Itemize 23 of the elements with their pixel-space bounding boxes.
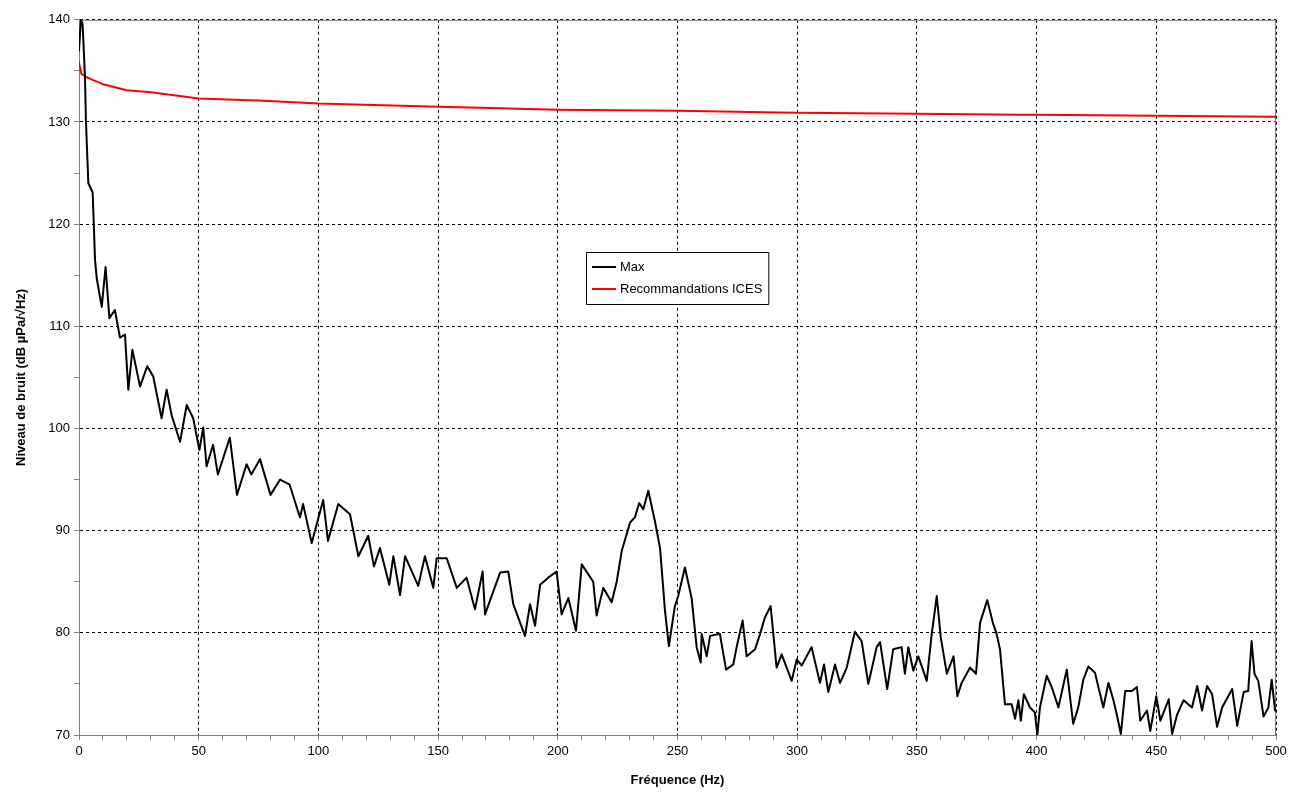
x-tick-label: 450	[1145, 743, 1168, 759]
x-tick-label: 500	[1265, 743, 1287, 759]
x-tick-label: 400	[1025, 743, 1048, 759]
x-tick-label: 50	[191, 743, 206, 759]
y-axis-title: Niveau de bruit (dB µPa/√Hz)	[13, 288, 29, 466]
x-tick-label: 0	[75, 743, 83, 759]
y-tick-label: 110	[49, 317, 70, 333]
y-tick-label: 140	[48, 11, 70, 27]
y-tick-label: 70	[55, 726, 70, 742]
x-tick-label: 250	[666, 743, 689, 759]
legend-label: Recommandations ICES	[620, 280, 763, 296]
x-axis-title: Fréquence (Hz)	[630, 771, 725, 787]
x-tick-label: 300	[786, 743, 809, 759]
x-tick-label: 350	[906, 743, 928, 759]
y-tick-label: 90	[55, 522, 70, 538]
x-tick-label: 200	[546, 743, 569, 759]
legend-label: Max	[620, 258, 646, 274]
x-tick-label: 150	[427, 743, 449, 759]
y-tick-label: 100	[48, 420, 70, 436]
y-tick-label: 120	[48, 215, 70, 231]
x-tick-label: 100	[307, 743, 330, 759]
y-tick-label: 80	[55, 624, 70, 640]
y-tick-label: 130	[48, 113, 70, 129]
